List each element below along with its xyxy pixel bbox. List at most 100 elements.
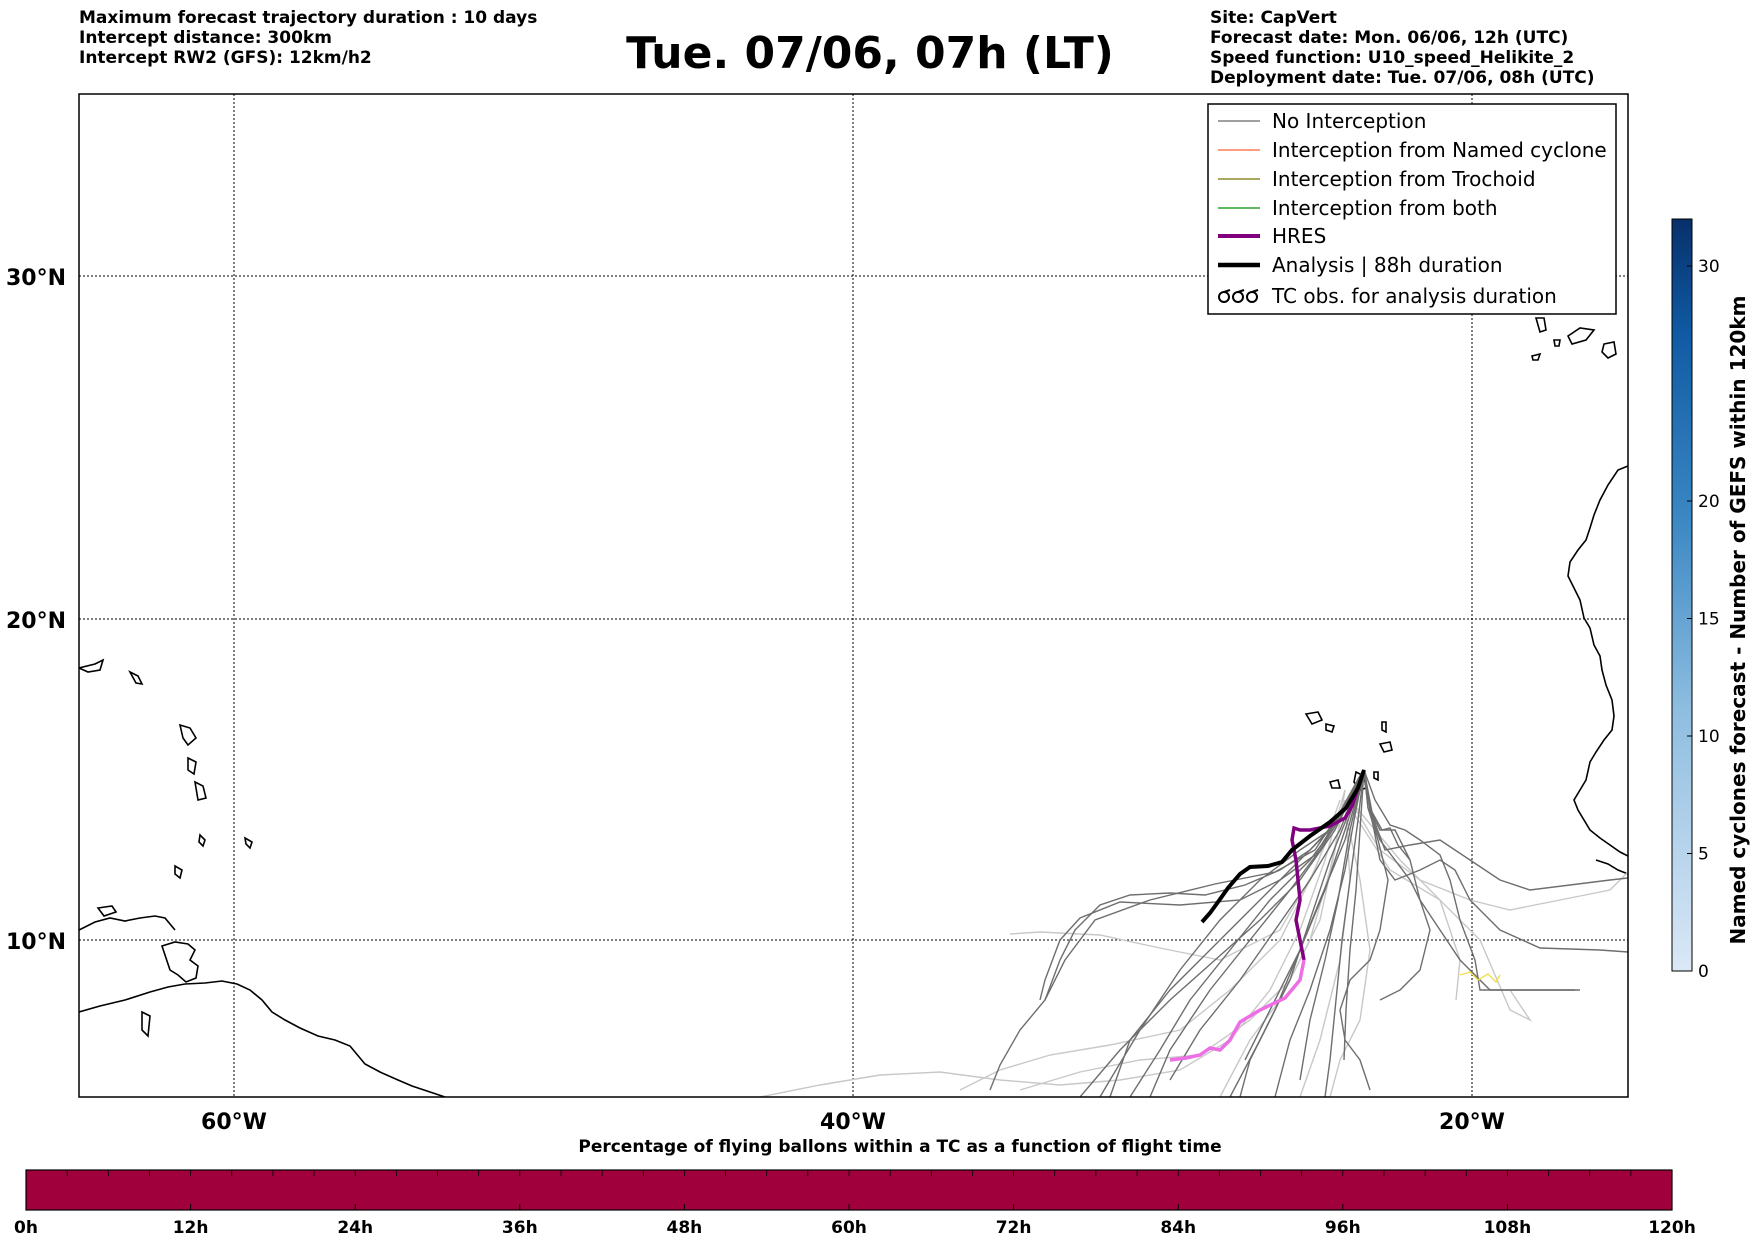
colorbar-bottom-tick-label: 24h	[337, 1218, 373, 1238]
legend-label-no-interception: No Interception	[1272, 109, 1426, 133]
colorbar-bottom-tick-label: 60h	[831, 1218, 867, 1238]
lat-tick-20n: 20°N	[6, 609, 66, 634]
caribbean-island-2	[128, 670, 144, 686]
lon-tick-40w: 40°W	[820, 1110, 886, 1135]
lon-tick-60w: 60°W	[201, 1110, 267, 1135]
traj-16	[1363, 769, 1628, 891]
legend-label-tc-obs: TC obs. for analysis duration	[1271, 284, 1557, 308]
colorbar-bottom-tick-label: 120h	[1648, 1218, 1696, 1238]
cv-island-sao-vicente	[1325, 722, 1336, 734]
traj-7	[1274, 769, 1365, 1097]
lat-tick-10n: 10°N	[6, 930, 66, 955]
colorbar-bottom-tick-label: 36h	[502, 1218, 538, 1238]
traj-3	[1129, 769, 1365, 1097]
cv-island-santo-antao	[1304, 711, 1324, 725]
traj-22	[1044, 769, 1365, 1001]
map-border	[78, 93, 1629, 1098]
colorbar-right-tick-label: 20	[1698, 492, 1720, 512]
cv-island-sal	[1381, 721, 1387, 734]
info-max-duration: Maximum forecast trajectory duration : 1…	[79, 8, 538, 28]
caribbean-island-8	[174, 864, 183, 880]
colorbar-bottom-label: Percentage of flying ballons within a TC…	[578, 1137, 1222, 1157]
traj-4	[1039, 771, 1363, 1001]
coastlines	[79, 317, 1628, 1097]
traj-light-9	[1219, 799, 1346, 1097]
caribbean-island-3	[178, 723, 198, 747]
info-speed-function: Speed function: U10_speed_Helikite_2	[1210, 48, 1575, 68]
canary-island-3	[1601, 341, 1617, 359]
tc-obs-track	[1459, 971, 1501, 984]
africa-islands-coast	[1595, 859, 1628, 875]
traj-light-8	[1344, 799, 1533, 1022]
colorbar-bottom-ticks: 0h 12h 24h 36h 48h 60h 72h 84h 96h 108h 120h	[14, 1170, 1696, 1238]
traj-light-4	[1349, 799, 1628, 911]
traj-5	[989, 771, 1363, 1091]
colorbar-bottom-tick-label: 12h	[173, 1218, 209, 1238]
cv-island-fogo	[1328, 779, 1342, 789]
caribbean-island-9	[96, 905, 118, 917]
colorbar-right-ticks: 0 5 10 15 20 30	[1687, 257, 1720, 982]
colorbar-bottom-tick-label: 84h	[1160, 1218, 1196, 1238]
colorbar-right-tick-label: 5	[1698, 845, 1709, 865]
caribbean-island-1	[79, 658, 105, 673]
colorbar-bottom-bar	[25, 1169, 1673, 1211]
colorbar-right-gradient	[1671, 218, 1693, 972]
caribbean-island-10	[141, 1010, 151, 1038]
caribbean-island-5	[193, 780, 207, 801]
colorbar-right-tick-label: 0	[1698, 962, 1709, 982]
caribbean-island-6	[198, 833, 206, 848]
legend-label-trochoid: Interception from Trochoid	[1272, 167, 1536, 191]
traj-21	[1363, 769, 1411, 861]
run-parameters: Maximum forecast trajectory duration : 1…	[79, 8, 537, 68]
graticule	[79, 94, 1628, 1097]
cv-island-maio	[1373, 771, 1379, 782]
legend-label-hres: HRES	[1272, 224, 1326, 248]
traj-10	[1079, 769, 1365, 1097]
lat-tick-30n: 30°N	[6, 266, 66, 291]
cv-island-boavista	[1378, 741, 1393, 753]
info-site: Site: CapVert	[1210, 8, 1337, 28]
trajectories-no-interception	[989, 769, 1628, 1097]
colorbar-bottom-tick-label: 0h	[14, 1218, 38, 1238]
africa-coast	[1567, 465, 1628, 857]
canary-island-1	[1534, 317, 1547, 334]
info-intercept-rw2: Intercept RW2 (GFS): 12km/h2	[79, 48, 372, 68]
colorbar-bottom: 0h 12h 24h 36h 48h 60h 72h 84h 96h 108h 120h	[14, 1169, 1696, 1238]
trinidad-island	[160, 941, 199, 983]
hres-track-late	[1169, 959, 1306, 1062]
colorbar-right-tick-label: 30	[1698, 257, 1720, 277]
caribbean-island-4	[187, 756, 197, 776]
legend-label-analysis: Analysis | 88h duration	[1272, 253, 1503, 277]
colorbar-bottom-tick-label: 108h	[1484, 1218, 1532, 1238]
colorbar-bottom-tick-label: 48h	[667, 1218, 703, 1238]
traj-19	[1339, 769, 1389, 1091]
canary-island-5	[1531, 352, 1542, 361]
traj-15	[1363, 769, 1628, 953]
info-forecast-date: Forecast date: Mon. 06/06, 12h (UTC)	[1210, 28, 1569, 48]
traj-18	[1363, 769, 1575, 991]
traj-8	[1324, 769, 1365, 1097]
legend: No Interception Interception from Named …	[1207, 103, 1617, 315]
legend-box	[1207, 103, 1617, 315]
legend-label-both: Interception from both	[1272, 196, 1498, 220]
colorbar-right: 0 5 10 15 20 30 Named cyclones forecast - Num…	[1671, 218, 1750, 982]
page-title: Tue. 07/06, 07h (LT)	[626, 28, 1114, 79]
traj-13	[1299, 769, 1365, 1081]
colorbar-bottom-tick-label: 72h	[996, 1218, 1032, 1238]
traj-11	[1169, 769, 1365, 1081]
lon-tick-20w: 20°W	[1439, 1110, 1505, 1135]
colorbar-bottom-tick-label: 96h	[1325, 1218, 1361, 1238]
traj-light-1	[759, 789, 1346, 1097]
canary-island-4	[1553, 339, 1561, 347]
legend-label-named-cyclone: Interception from Named cyclone	[1272, 138, 1607, 162]
traj-20	[1363, 769, 1431, 1001]
hres-track-early	[1290, 769, 1366, 961]
info-deployment-date: Deployment date: Tue. 07/06, 08h (UTC)	[1210, 68, 1595, 88]
canary-island-2	[1566, 327, 1596, 345]
map-content	[79, 317, 1628, 1097]
site-parameters: Site: CapVert Forecast date: Mon. 06/06,…	[1210, 8, 1595, 88]
colorbar-right-tick-label: 15	[1698, 610, 1720, 630]
traj-17	[1363, 769, 1580, 991]
legend-swatch-tc-obs	[1218, 289, 1259, 303]
